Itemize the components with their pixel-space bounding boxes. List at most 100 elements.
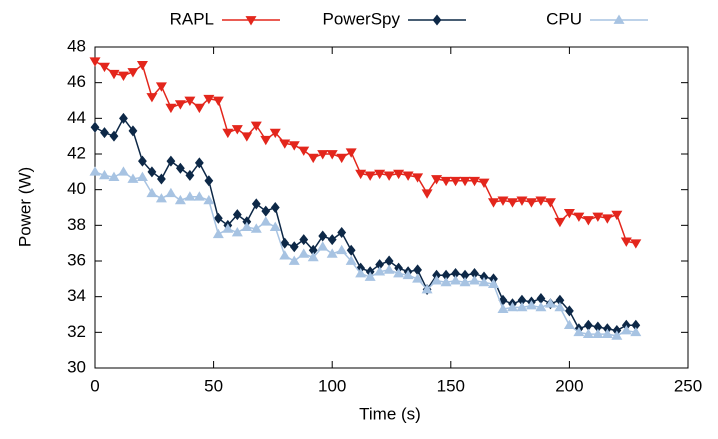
y-tick-label: 32 (67, 322, 86, 341)
data-point (525, 198, 537, 208)
data-point (517, 294, 527, 306)
data-point (583, 319, 593, 331)
data-point (450, 275, 462, 285)
data-point (506, 198, 518, 208)
data-point (563, 209, 575, 219)
data-point (383, 171, 395, 181)
x-axis-label: Time (s) (359, 404, 421, 423)
data-point (440, 176, 452, 187)
data-point (487, 198, 499, 208)
data-point (497, 196, 509, 206)
data-point (393, 169, 405, 180)
data-point (146, 187, 158, 198)
data-point (157, 173, 166, 185)
data-point (374, 169, 386, 180)
data-point (451, 267, 460, 279)
x-tick-label: 0 (90, 376, 99, 395)
data-point (440, 276, 452, 287)
data-point (441, 269, 451, 281)
data-point (469, 176, 481, 187)
series-line (94, 170, 636, 337)
data-point (270, 202, 280, 213)
x-tick-label: 150 (437, 376, 465, 395)
data-point (582, 328, 594, 338)
data-point (565, 305, 574, 317)
data-point (260, 216, 272, 226)
data-point (136, 60, 148, 71)
data-point (109, 130, 119, 142)
data-point (127, 68, 139, 78)
data-point (175, 162, 185, 174)
data-point (478, 276, 490, 287)
data-point (212, 228, 224, 239)
data-point (478, 178, 490, 189)
data-point (288, 141, 300, 151)
y-tick-label: 44 (67, 108, 86, 127)
data-point (384, 255, 394, 267)
data-point (279, 250, 291, 260)
y-tick-label: 30 (67, 357, 86, 376)
data-point (289, 241, 299, 253)
data-point (364, 271, 376, 281)
data-point (174, 194, 186, 205)
plot-frame (94, 46, 689, 369)
x-tick-label: 100 (318, 376, 346, 395)
data-point (317, 150, 329, 160)
legend-label: PowerSpy (323, 9, 401, 28)
data-point (374, 266, 386, 276)
data-point (364, 171, 376, 181)
legend-label: RAPL (170, 9, 214, 28)
data-point (573, 326, 585, 337)
y-tick-label: 38 (67, 215, 86, 234)
data-point (450, 176, 462, 187)
data-point (516, 301, 528, 312)
data-point (573, 212, 585, 222)
data-point (412, 273, 424, 283)
data-point (212, 96, 224, 106)
data-point (108, 171, 120, 182)
data-point (108, 69, 120, 80)
data-point (298, 146, 310, 156)
series (89, 166, 642, 340)
data-point (117, 71, 129, 82)
legend-label: CPU (546, 9, 582, 28)
data-point (346, 244, 356, 256)
data-point (203, 194, 215, 205)
data-point (194, 157, 204, 169)
data-point (593, 321, 603, 333)
data-point (516, 196, 528, 206)
data-point (554, 301, 566, 312)
series (89, 57, 642, 249)
data-point (317, 241, 329, 251)
data-point (138, 155, 147, 167)
series (90, 112, 641, 337)
data-point (345, 148, 357, 158)
data-point (117, 166, 129, 176)
y-tick-label: 42 (67, 143, 86, 162)
data-point (554, 217, 566, 228)
data-point (459, 276, 471, 287)
data-point (307, 251, 319, 262)
data-point (231, 226, 243, 237)
y-tick-label: 48 (67, 36, 86, 55)
data-point (630, 326, 642, 337)
data-point (203, 94, 215, 105)
data-point (459, 176, 471, 187)
data-point (280, 237, 290, 249)
data-point (421, 189, 433, 199)
data-point (498, 294, 508, 306)
data-point (393, 267, 405, 278)
data-point (525, 300, 537, 310)
data-point (402, 171, 414, 181)
data-point (231, 125, 243, 135)
legend-marker (613, 14, 625, 24)
data-point (611, 210, 623, 221)
data-point (100, 127, 109, 139)
x-tick-label: 250 (674, 376, 702, 395)
data-point (241, 132, 253, 142)
data-point (119, 112, 128, 124)
data-point (184, 191, 196, 201)
data-point (166, 155, 176, 167)
data-point (601, 214, 613, 224)
